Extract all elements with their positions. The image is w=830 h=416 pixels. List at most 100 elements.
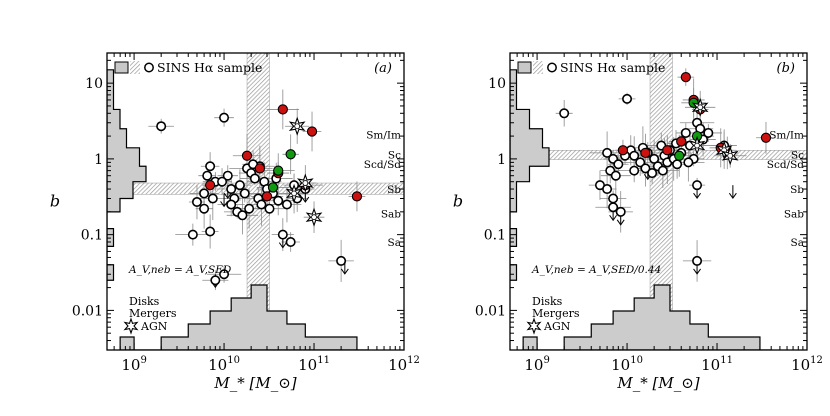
legend-hatch-swatch (130, 61, 140, 74)
galaxy-point (156, 121, 167, 132)
galaxy-point (608, 202, 619, 213)
disk-point (254, 163, 266, 174)
merger-point (273, 165, 284, 176)
hubble-type-label: Sb (387, 184, 401, 196)
galaxy-point (226, 184, 237, 195)
y-tick-label: 0.1 (81, 228, 103, 244)
disk-point (680, 71, 691, 83)
y-tick-label: 0.01 (72, 303, 103, 319)
galaxy-point (629, 165, 640, 176)
galaxy-point (559, 108, 570, 119)
merger-point (674, 150, 685, 161)
galaxy-point (222, 170, 233, 181)
agn-marker-core (727, 152, 734, 159)
legend-mergers-label: Mergers (532, 307, 580, 320)
formula-label: A_V,neb = A_V,SED/0.44 (531, 264, 661, 276)
panel-label: (a) (374, 61, 392, 76)
x-tick-exponent: 9 (140, 355, 146, 366)
disk-point (617, 145, 629, 156)
galaxy-point (647, 168, 658, 179)
galaxy-point (680, 127, 691, 138)
x-tick-base: 10 (611, 356, 630, 374)
merger-point (267, 182, 279, 193)
agn-marker-core (302, 180, 309, 186)
agn-marker-core (697, 104, 704, 111)
galaxy-point (219, 269, 230, 280)
x-tick-exponent: 10 (630, 355, 643, 366)
legend-title: SINS Hα sample (157, 60, 262, 75)
galaxy-point (683, 157, 694, 168)
disk-point (760, 132, 772, 143)
x-tick-exponent: 11 (317, 355, 330, 366)
plot-frame (509, 52, 808, 351)
galaxy-point (205, 226, 216, 237)
legend-hatch-swatch (533, 61, 543, 74)
upper-limit-arrow (278, 242, 287, 249)
disk-point (662, 145, 673, 156)
disk-point (241, 150, 253, 161)
x-tick-base: 10 (208, 356, 227, 374)
disk-point (277, 104, 288, 115)
y-tick-label: 1 (497, 152, 506, 168)
hubble-type-label: Sb (790, 184, 804, 196)
x-tick-exponent: 12 (407, 355, 420, 366)
galaxy-point (672, 159, 683, 170)
galaxy-point (602, 147, 613, 158)
hubble-type-label: Sc (791, 149, 804, 161)
galaxy-point (610, 170, 621, 181)
galaxy-point (285, 236, 296, 247)
x-tick-base: 10 (701, 356, 720, 374)
galaxy-point (187, 229, 198, 240)
galaxy-point (244, 203, 255, 214)
agn-marker-core (694, 142, 700, 149)
upper-limit-arrow (693, 268, 701, 275)
x-tick-base: 10 (524, 356, 543, 374)
b-histogram (510, 69, 550, 281)
x-tick-label: 1010 (208, 355, 240, 374)
y-tick-label: 10 (85, 76, 103, 92)
disk-point (676, 136, 687, 147)
galaxy-point (615, 206, 626, 217)
x-tick-base: 10 (791, 356, 810, 374)
galaxy-point (237, 210, 248, 221)
legend-disks-label: Disks (129, 295, 160, 308)
x-tick-base: 10 (298, 356, 317, 374)
plot-frame (106, 52, 405, 351)
legend-mergers-label: Mergers (129, 307, 177, 320)
galaxy-point (264, 203, 275, 214)
disk-point (306, 126, 318, 137)
legend-hist-swatch (114, 61, 129, 74)
legend-agn-label: AGN (543, 320, 571, 333)
x-tick-base: 10 (121, 356, 140, 374)
hubble-type-label: Sm/Im (366, 129, 401, 141)
disk-point (640, 147, 651, 159)
galaxy-point (703, 127, 714, 138)
hubble-type-label: Sa (791, 237, 804, 249)
galaxy-point (256, 199, 267, 210)
galaxy-point (608, 193, 619, 204)
hubble-type-label: Sm/Im (769, 129, 804, 141)
galaxy-point (277, 229, 288, 240)
galaxy-point (249, 173, 260, 184)
x-axis-label: M_* [M_⊙] (616, 374, 699, 392)
x-tick-exponent: 10 (227, 355, 240, 366)
galaxy-point (239, 188, 250, 199)
galaxy-point (657, 165, 668, 176)
galaxy-point (692, 180, 703, 191)
galaxy-point (205, 161, 216, 172)
y-tick-label: 10 (488, 76, 506, 92)
x-tick-exponent: 12 (810, 355, 823, 366)
galaxy-point (692, 255, 703, 266)
galaxy-point (219, 112, 230, 123)
y-tick-label: 0.01 (475, 303, 506, 319)
legend-agn-label: AGN (140, 320, 168, 333)
formula-label: A_V,neb = A_V,SED (128, 264, 232, 276)
hubble-type-label: Scd/Sd (767, 159, 805, 171)
legend-disks-label: Disks (532, 295, 563, 308)
y-axis-label: b (50, 192, 60, 211)
galaxy-point (199, 188, 210, 199)
upper-limit-arrow (728, 192, 737, 200)
disk-point (261, 191, 273, 202)
legend-point-swatch (144, 62, 154, 73)
